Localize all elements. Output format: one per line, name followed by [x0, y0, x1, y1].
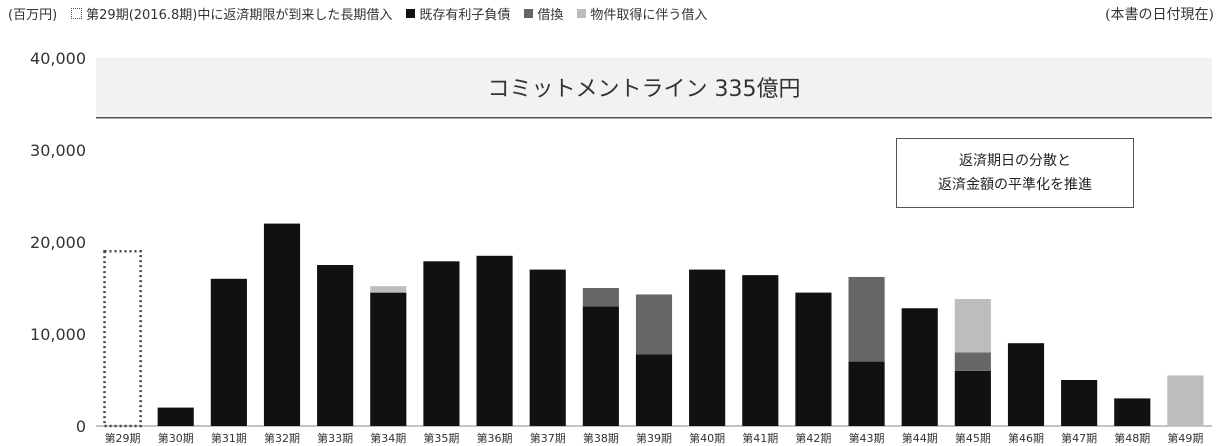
x-tick-label: 第46期: [1008, 431, 1044, 445]
x-tick-label: 第38期: [583, 431, 619, 445]
legend-swatch-dotted: [71, 8, 83, 19]
bar-segment: [742, 275, 779, 426]
y-tick-label: 10,000: [30, 325, 86, 344]
x-tick-label: 第47期: [1061, 431, 1097, 445]
bar-segment: [954, 370, 991, 426]
legend-item-maturity: 第29期(2016.8期)中に返済期限が到来した長期借入: [71, 4, 392, 23]
bar-segment: [848, 361, 885, 426]
bar-segment: [1007, 343, 1045, 426]
bar-segment: [370, 286, 407, 293]
legend-label-maturity: 第29期(2016.8期)中に返済期限が到来した長期借入: [86, 8, 393, 23]
legend-label-refinance: 借換: [537, 8, 564, 23]
x-tick-label: 第31期: [211, 431, 247, 445]
commitment-band: [96, 58, 1212, 118]
bar-segment: [317, 265, 354, 426]
x-tick-label: 第44期: [902, 431, 938, 445]
unit-label: (百万円): [8, 8, 58, 23]
date-note: (本書の日付現在): [1105, 7, 1214, 23]
x-tick-label: 第48期: [1114, 431, 1150, 445]
bar-segment: [1061, 380, 1098, 426]
x-tick-label: 第41期: [742, 431, 778, 445]
callout-line-2: 返済金額の平準化を推進: [938, 177, 1092, 193]
legend-label-existing: 既存有利子負債: [419, 8, 511, 23]
callout-box: 返済期日の分散と 返済金額の平準化を推進: [896, 138, 1134, 208]
x-tick-label: 第45期: [955, 431, 991, 445]
bar-segment: [370, 292, 407, 426]
legend-label-acquisition: 物件取得に伴う借入: [590, 8, 708, 23]
legend-item-existing: 既存有利子負債: [406, 4, 510, 23]
bar-segment: [901, 308, 938, 426]
y-tick-label: 20,000: [30, 233, 86, 252]
x-tick-label: 第35期: [423, 431, 459, 445]
x-tick-label: 第33期: [317, 431, 353, 445]
y-tick-label: 40,000: [30, 49, 86, 68]
x-tick-label: 第30期: [158, 431, 194, 445]
bar-segment: [1167, 375, 1204, 426]
x-tick-label: 第49期: [1167, 431, 1203, 445]
x-tick-label: 第42期: [795, 431, 831, 445]
x-tick-label: 第34期: [370, 431, 406, 445]
bar-segment: [476, 255, 513, 426]
bar-segment-maturity: [103, 249, 142, 428]
bar-segment: [210, 278, 247, 426]
bar-segment: [635, 294, 673, 355]
bar-segment: [157, 407, 194, 426]
y-tick-label: 30,000: [30, 141, 86, 160]
x-tick-label: 第32期: [264, 431, 300, 445]
x-tick-label: 第39期: [636, 431, 672, 445]
callout-line-1: 返済期日の分散と: [959, 153, 1071, 169]
bar-segment: [848, 276, 885, 362]
x-tick-label: 第37期: [530, 431, 566, 445]
legend-swatch-refinance: [524, 9, 534, 18]
legend-swatch-acquisition: [577, 9, 587, 18]
bar-segment: [582, 288, 619, 307]
bar-segment: [635, 354, 673, 426]
bar-segment: [263, 223, 301, 426]
legend-item-acquisition: 物件取得に伴う借入: [577, 4, 707, 23]
bar-segment: [795, 292, 832, 426]
legend: (百万円) 第29期(2016.8期)中に返済期限が到来した長期借入 既存有利子…: [8, 4, 721, 23]
bar-segment: [1114, 398, 1151, 426]
x-tick-label: 第29期: [105, 431, 141, 445]
legend-item-refinance: 借換: [524, 4, 563, 23]
y-tick-label: 0: [76, 417, 86, 436]
bar-segment: [423, 261, 460, 426]
legend-swatch-existing: [406, 9, 416, 18]
x-tick-label: 第36期: [477, 431, 513, 445]
bar-segment: [954, 299, 991, 353]
commitment-label: コミットメントライン 335億円: [488, 77, 801, 102]
x-tick-label: 第43期: [849, 431, 885, 445]
bar-segment: [689, 269, 726, 426]
x-tick-label: 第40期: [689, 431, 725, 445]
bar-segment: [582, 306, 619, 426]
bar-segment: [529, 269, 566, 426]
bar-segment: [954, 352, 991, 371]
